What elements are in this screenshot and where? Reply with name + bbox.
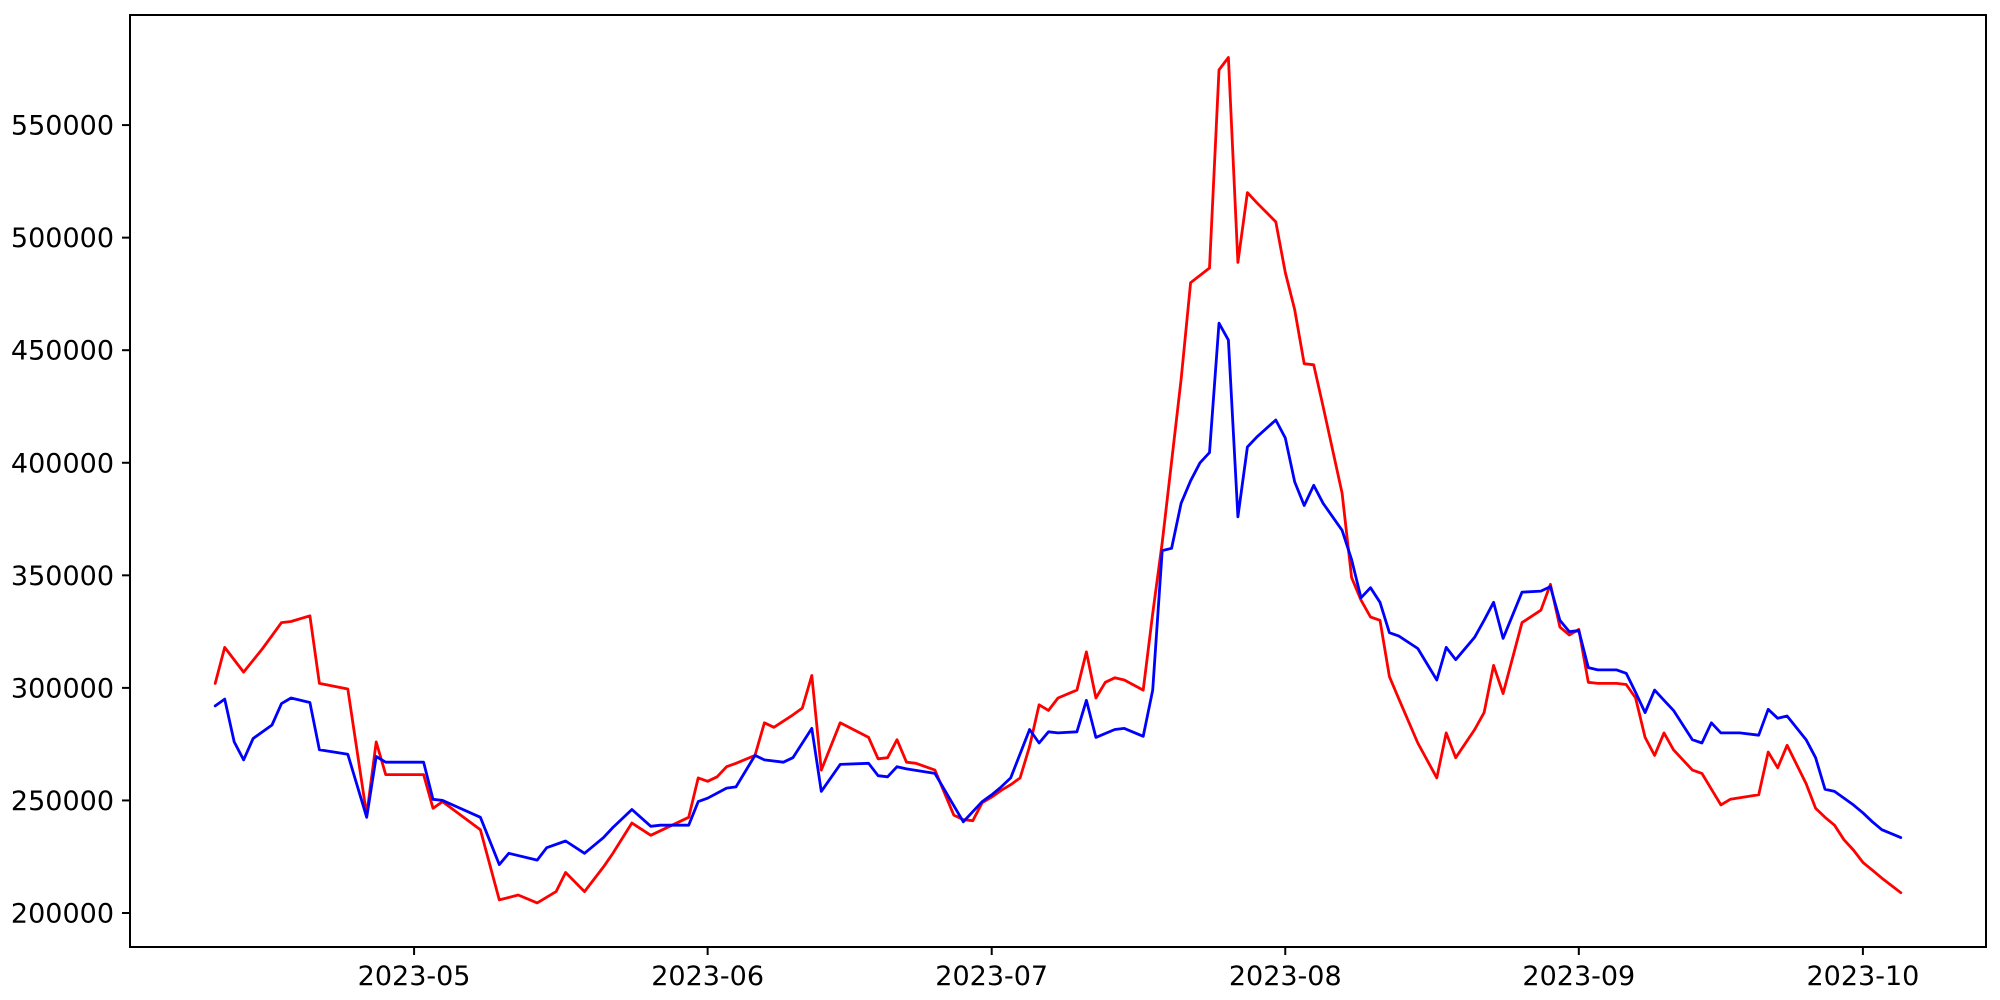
- y-tick-label: 550000: [11, 111, 114, 142]
- y-tick-label: 450000: [11, 336, 114, 367]
- x-axis-ticks: 2023-05 2023-06 2023-07 2023-08 2023-09 2023-…: [358, 947, 1919, 992]
- x-tick-label: 2023-06: [651, 961, 764, 992]
- blue-series-line: [213, 321, 1903, 866]
- x-tick-label: 2023-07: [935, 961, 1048, 992]
- x-tick-label: 2023-08: [1229, 961, 1342, 992]
- red-series-line: [213, 56, 1903, 905]
- y-tick-label: 500000: [11, 223, 114, 254]
- x-tick-label: 2023-09: [1522, 961, 1635, 992]
- y-tick-label: 350000: [11, 561, 114, 592]
- y-tick-label: 200000: [11, 899, 114, 930]
- x-tick-label: 2023-05: [358, 961, 471, 992]
- y-axis-ticks: 200000 250000 300000 350000 400000 450000 5000…: [11, 111, 130, 930]
- y-tick-label: 250000: [11, 786, 114, 817]
- chart-series: [213, 56, 1903, 905]
- plot-frame: [129, 14, 1987, 948]
- x-tick-label: 2023-10: [1806, 961, 1919, 992]
- y-tick-label: 400000: [11, 448, 114, 479]
- y-tick-label: 300000: [11, 673, 114, 704]
